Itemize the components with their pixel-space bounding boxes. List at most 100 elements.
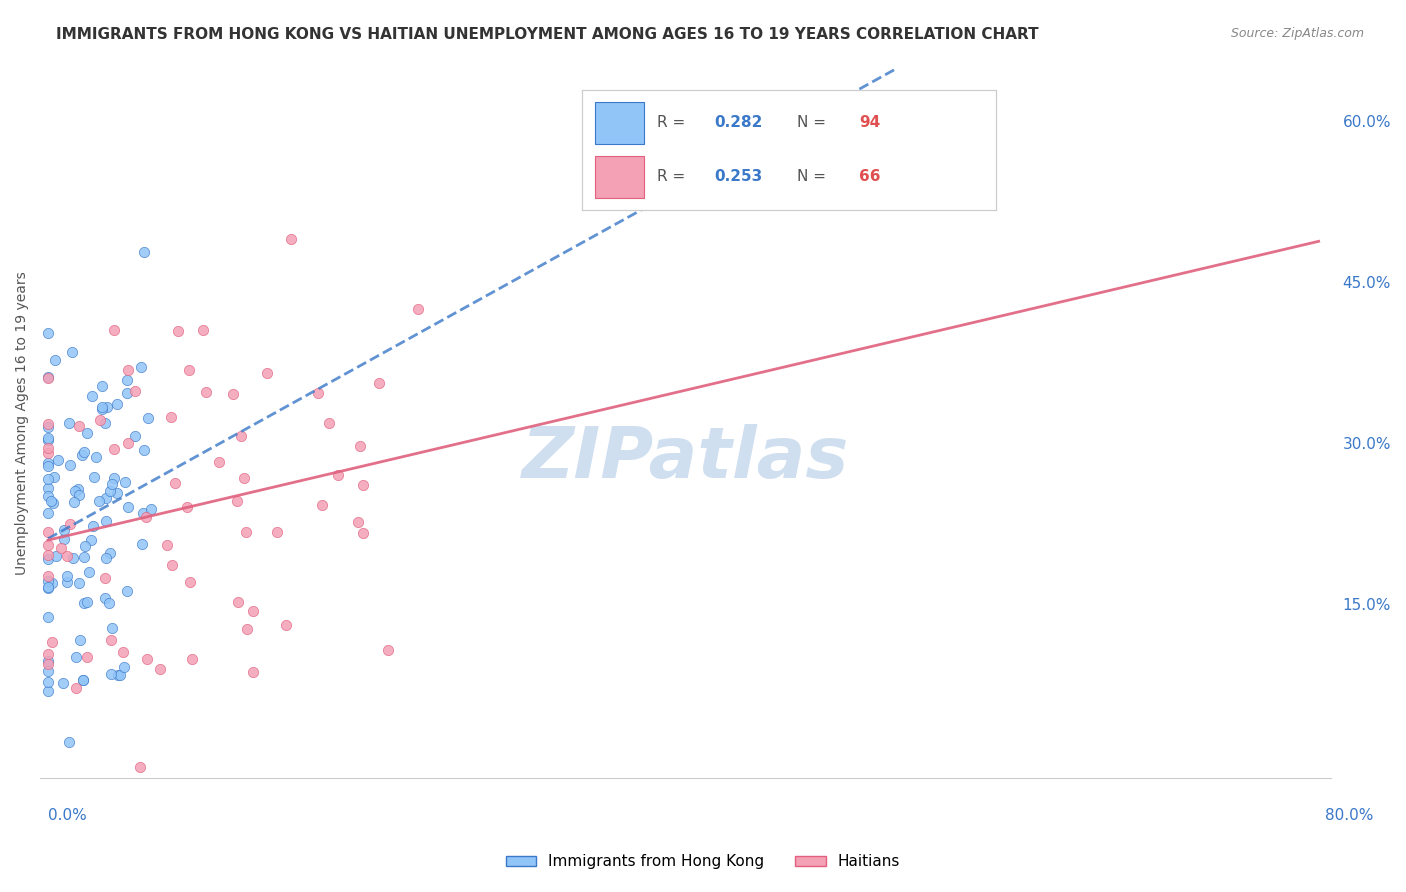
Text: ZIPatlas: ZIPatlas (522, 425, 849, 493)
Point (94, 514, 117, 528)
Point (37, 524, 59, 539)
Point (107, 486, 129, 500)
Point (37, 657, 59, 672)
Point (49, 541, 72, 555)
Point (63, 495, 86, 509)
Point (84, 450, 107, 465)
Point (179, 575, 201, 590)
Point (367, 376, 389, 390)
Point (37, 472, 59, 486)
Point (65, 650, 87, 665)
Y-axis label: Unemployment Among Ages 16 to 19 years: Unemployment Among Ages 16 to 19 years (15, 271, 30, 575)
Point (37, 654, 59, 668)
Point (131, 360, 153, 375)
Legend: Immigrants from Hong Kong, Haitians: Immigrants from Hong Kong, Haitians (499, 848, 907, 875)
Point (352, 525, 374, 540)
Point (136, 651, 159, 665)
Point (72, 673, 94, 687)
Point (37, 489, 59, 503)
Point (242, 604, 264, 618)
Point (176, 500, 198, 514)
Point (94, 551, 117, 566)
Point (37, 552, 59, 566)
Point (326, 468, 349, 483)
Point (37, 684, 59, 698)
Point (100, 666, 122, 681)
Point (97, 596, 120, 610)
Point (93, 417, 115, 431)
Point (52, 523, 75, 537)
Point (76, 649, 98, 664)
Point (37, 417, 59, 431)
Point (100, 621, 122, 635)
Point (117, 362, 139, 376)
Point (37, 674, 59, 689)
Point (37, 370, 59, 384)
Point (44, 352, 66, 367)
Point (129, 760, 152, 774)
Point (41, 576, 63, 591)
Point (266, 525, 288, 540)
Point (117, 385, 139, 400)
Point (111, 645, 134, 659)
Point (37, 610, 59, 624)
Point (37, 569, 59, 583)
Point (89, 494, 111, 508)
Point (70, 448, 93, 462)
Point (37, 538, 59, 552)
Point (76, 595, 98, 609)
Point (107, 667, 129, 681)
Point (225, 493, 247, 508)
Point (37, 548, 59, 562)
Point (191, 323, 214, 337)
Point (280, 232, 302, 246)
Point (72, 673, 94, 687)
Point (76, 425, 98, 440)
Point (347, 515, 370, 529)
Point (42, 496, 65, 510)
Point (58, 416, 80, 430)
Point (53, 533, 76, 547)
Point (60, 344, 83, 359)
Point (67, 576, 90, 591)
Point (37, 326, 59, 340)
Point (94, 491, 117, 505)
Point (67, 488, 90, 502)
Point (51, 676, 73, 690)
Text: 60.0%: 60.0% (1343, 115, 1391, 129)
Text: IMMIGRANTS FROM HONG KONG VS HAITIAN UNEMPLOYMENT AMONG AGES 16 TO 19 YEARS CORR: IMMIGRANTS FROM HONG KONG VS HAITIAN UNE… (56, 27, 1039, 42)
Point (352, 478, 374, 492)
Point (58, 735, 80, 749)
Text: 45.0%: 45.0% (1343, 276, 1391, 291)
Point (77, 565, 100, 579)
Point (406, 302, 429, 317)
Point (112, 659, 135, 673)
Point (59, 516, 82, 531)
Point (166, 324, 188, 338)
Point (37, 445, 59, 459)
Point (91, 401, 114, 416)
Point (98, 546, 121, 560)
Point (46, 453, 69, 467)
Point (131, 536, 153, 550)
Point (274, 618, 297, 632)
Point (318, 416, 340, 430)
Point (37, 506, 59, 520)
Point (235, 623, 257, 637)
Point (59, 458, 82, 473)
Point (105, 397, 128, 411)
Point (108, 668, 131, 682)
Point (41, 635, 63, 649)
Point (149, 662, 172, 676)
Point (89, 413, 111, 427)
Point (103, 471, 125, 485)
Point (67, 482, 90, 496)
Point (37, 459, 59, 474)
Point (91, 401, 114, 415)
Point (156, 538, 179, 552)
Point (124, 429, 146, 443)
Point (73, 550, 96, 565)
Point (37, 582, 59, 596)
Point (349, 439, 371, 453)
Text: 30.0%: 30.0% (1343, 437, 1391, 452)
